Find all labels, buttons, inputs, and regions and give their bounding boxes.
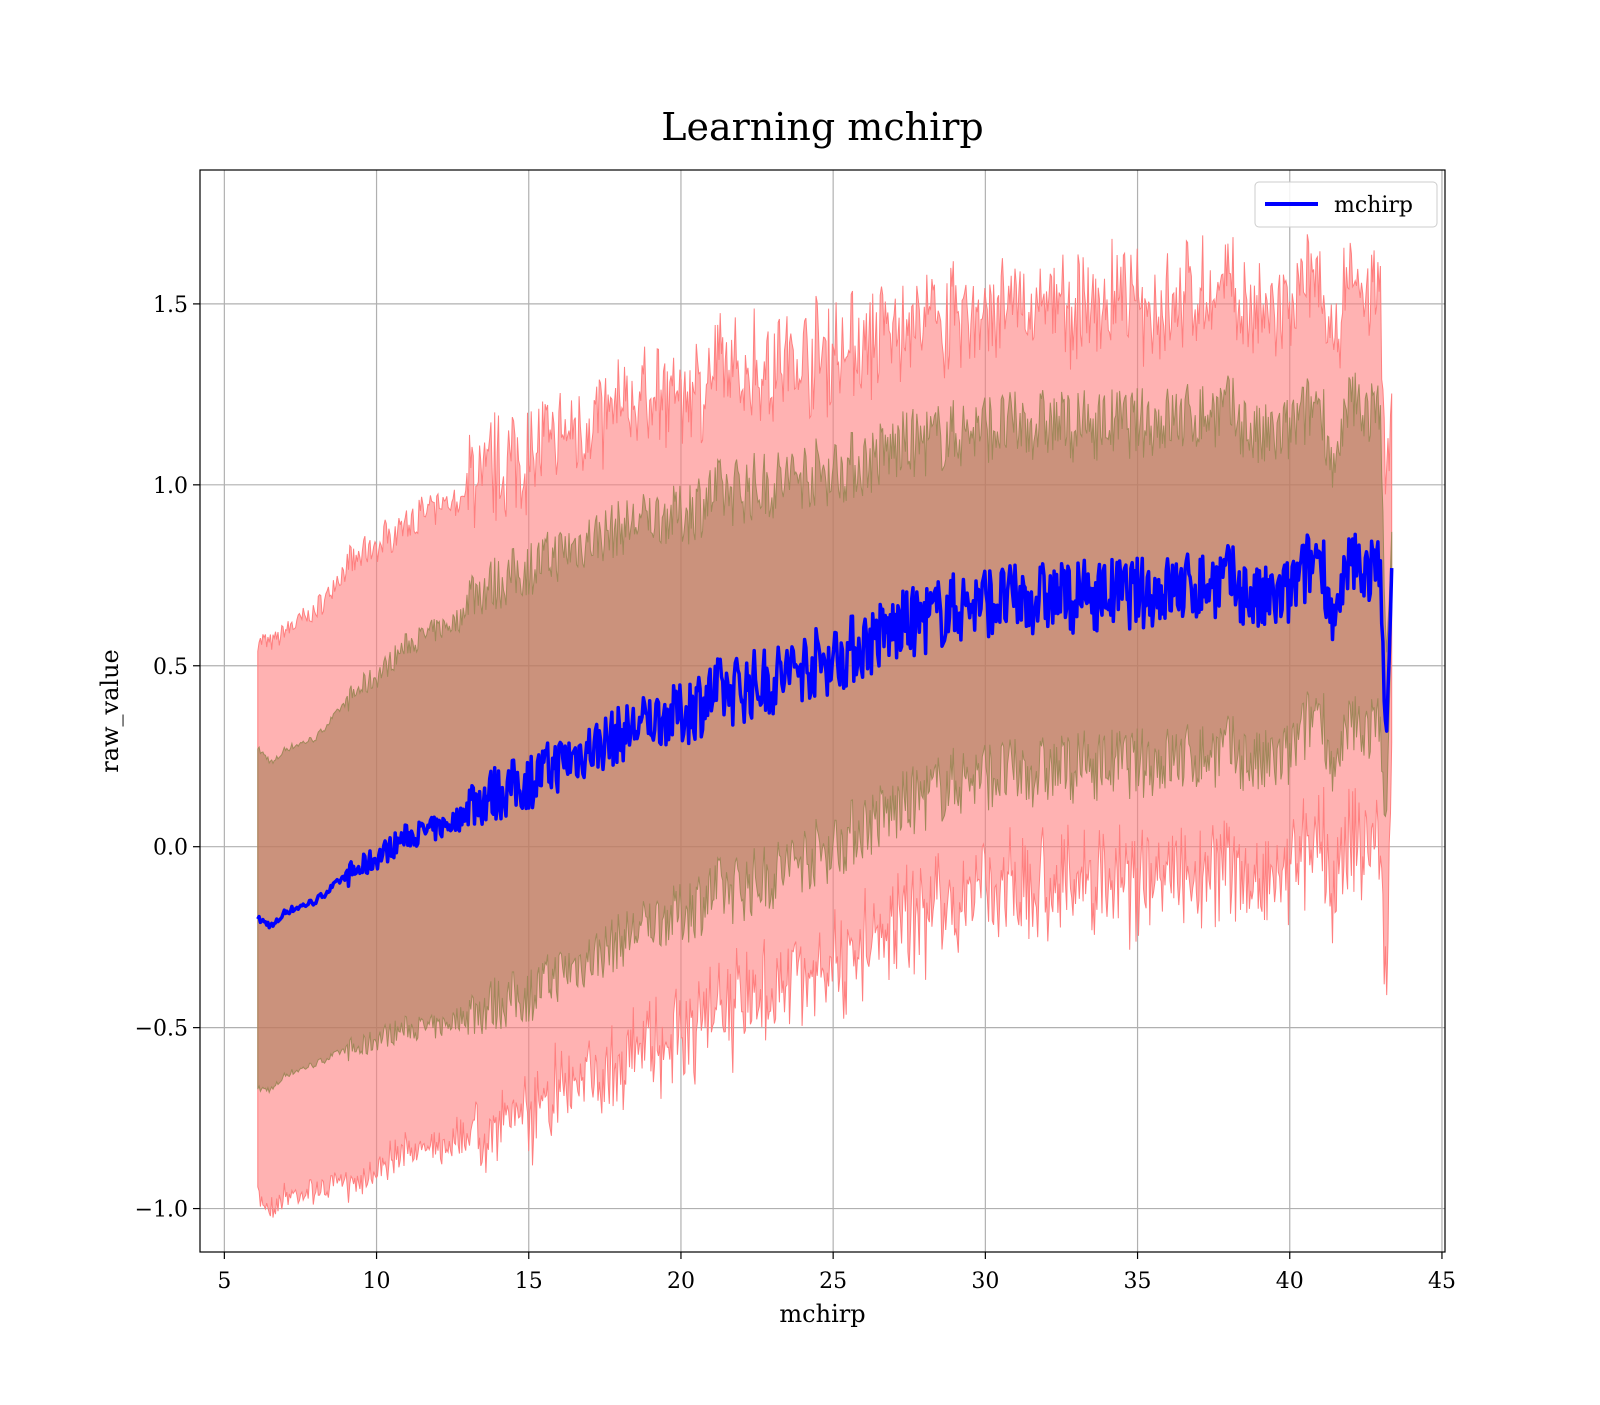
y-axis-ticks: −1.0 −0.5 0.0 0.5 1.0 1.5: [135, 293, 200, 1223]
x-tick-label: 10: [363, 1269, 391, 1294]
x-tick-label: 25: [819, 1269, 847, 1294]
y-axis-label: raw_value: [96, 649, 124, 773]
legend-box: [1254, 181, 1438, 228]
plot-frame: [199, 169, 1446, 1253]
x-tick-label: 20: [667, 1269, 695, 1294]
y-tick-label: −1.0: [135, 1198, 188, 1223]
x-tick-label: 40: [1276, 1269, 1304, 1294]
y-tick-label: 0.5: [153, 655, 188, 680]
x-tick-label: 15: [515, 1269, 543, 1294]
x-axis-label: mchirp: [779, 1300, 865, 1328]
y-tick-label: 1.0: [153, 474, 188, 499]
y-tick-label: 1.5: [153, 293, 188, 318]
chart-title: Learning mchirp: [661, 105, 983, 149]
x-tick-label: 45: [1428, 1269, 1456, 1294]
x-tick-label: 35: [1124, 1269, 1152, 1294]
x-tick-label: 5: [217, 1269, 231, 1294]
y-tick-label: 0.0: [153, 836, 188, 861]
x-tick-label: 30: [971, 1269, 999, 1294]
x-axis-ticks: 5 10 15 20 25 30 35 40 45: [217, 1252, 1456, 1294]
series-line-mchirp: [256, 532, 1394, 930]
series-lines: [256, 532, 1394, 930]
y-tick-label: −0.5: [135, 1017, 188, 1042]
legend-entry-label: mchirp: [1334, 193, 1413, 218]
legend: mchirp: [1254, 181, 1438, 228]
